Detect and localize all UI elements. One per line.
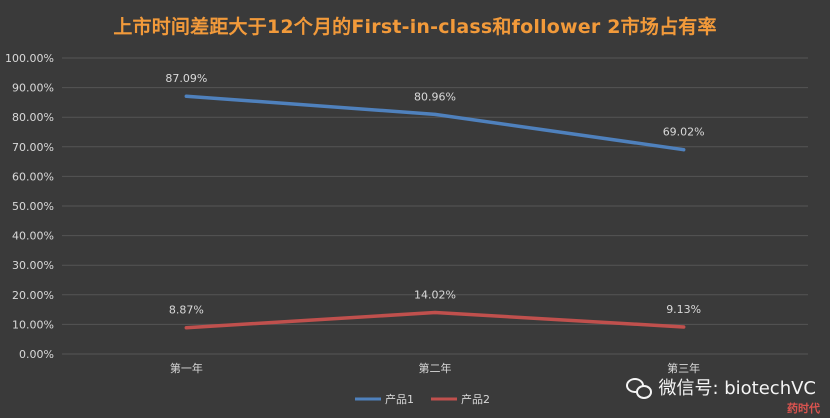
y-tick-label: 100.00% [5, 52, 54, 65]
x-tick-label: 第三年 [667, 361, 700, 375]
series-line-2 [184, 310, 686, 330]
data-point [682, 325, 686, 329]
wechat-icon [626, 376, 653, 399]
y-tick-label: 50.00% [12, 200, 54, 213]
data-point [433, 311, 437, 315]
data-point [433, 112, 437, 116]
watermark: 微信号: biotechVC [626, 374, 816, 400]
y-tick-label: 0.00% [19, 348, 54, 361]
y-tick-label: 90.00% [12, 82, 54, 95]
data-label: 9.13% [666, 303, 701, 316]
y-tick-label: 10.00% [12, 318, 54, 331]
data-point [682, 148, 686, 152]
legend-label: 产品2 [461, 392, 490, 406]
data-label: 80.96% [414, 90, 456, 103]
data-label: 69.02% [663, 126, 705, 139]
data-point [184, 326, 188, 330]
data-label: 8.87% [169, 304, 204, 317]
y-tick-label: 30.00% [12, 259, 54, 272]
y-tick-label: 80.00% [12, 111, 54, 124]
series-line-1 [184, 94, 686, 152]
data-label: 87.09% [165, 72, 207, 85]
x-tick-label: 第一年 [170, 361, 203, 375]
y-tick-label: 70.00% [12, 141, 54, 154]
data-label: 14.02% [414, 289, 456, 302]
x-tick-label: 第二年 [419, 361, 452, 375]
y-tick-label: 40.00% [12, 230, 54, 243]
chart-title: 上市时间差距大于12个月的First-in-class和follower 2市场… [113, 16, 717, 38]
watermark-seal: 药时代 [787, 402, 820, 415]
watermark-text: 微信号: biotechVC [658, 378, 816, 399]
data-point [184, 94, 188, 98]
y-tick-label: 20.00% [12, 289, 54, 302]
y-tick-label: 60.00% [12, 170, 54, 183]
legend-label: 产品1 [385, 392, 414, 406]
